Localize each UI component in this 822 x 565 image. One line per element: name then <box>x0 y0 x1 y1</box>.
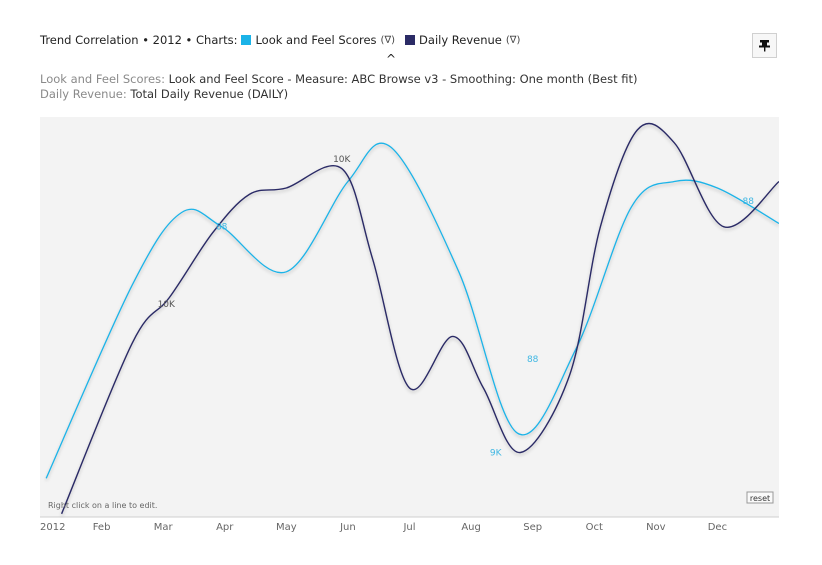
filter-icon[interactable]: (∇) <box>380 34 396 46</box>
reset-button-label: reset <box>750 494 770 503</box>
header-title: Trend Correlation • 2012 • Charts: <box>40 33 238 47</box>
reset-button[interactable]: reset <box>746 491 774 504</box>
x-tick-label: Feb <box>93 522 111 533</box>
description-key: Daily Revenue: <box>40 87 127 101</box>
pin-button[interactable] <box>752 33 777 58</box>
data-label: 9K <box>490 448 503 458</box>
x-tick-label: Oct <box>586 522 603 533</box>
description-key: Look and Feel Scores: <box>40 72 165 86</box>
legend-label-daily-revenue[interactable]: Daily Revenue <box>419 33 502 47</box>
collapse-caret-icon[interactable]: ^ <box>386 52 397 66</box>
series-line-look-and-feel[interactable] <box>45 142 780 479</box>
x-tick-label: Jul <box>402 522 415 533</box>
x-tick-label: Mar <box>154 522 174 533</box>
x-tick-label: Sep <box>523 522 542 533</box>
x-tick-label: Aug <box>461 522 481 533</box>
data-label: 88 <box>527 355 539 365</box>
x-tick-label: Nov <box>646 522 666 533</box>
x-tick-label: May <box>276 522 297 533</box>
plot-background <box>40 117 779 517</box>
description-look-and-feel: Look and Feel Scores: Look and Feel Scor… <box>40 72 638 86</box>
edit-hint: Right click on a line to edit. <box>48 501 157 510</box>
pin-icon <box>759 40 770 52</box>
series-line-daily-revenue[interactable] <box>60 122 780 515</box>
legend-swatch-look-and-feel <box>241 35 252 45</box>
x-tick-label: Dec <box>708 522 727 533</box>
description-value: Look and Feel Score - Measure: ABC Brows… <box>168 72 638 86</box>
description-value: Total Daily Revenue (DAILY) <box>130 87 289 101</box>
legend-label-look-and-feel[interactable]: Look and Feel Scores <box>255 33 377 47</box>
legend-swatch-daily-revenue <box>405 35 416 45</box>
chart-area: 2012 Feb Mar Apr May Jun Jul Aug Sep Oct Nov Dec 88 9… <box>40 117 780 537</box>
trend-chart: 2012 Feb Mar Apr May Jun Jul Aug Sep Oct Nov Dec 88 9… <box>40 117 780 533</box>
data-label: 10K <box>333 155 351 165</box>
x-tick-label: Jun <box>339 522 356 533</box>
data-label: 88 <box>216 223 228 233</box>
x-tick-label: Apr <box>216 522 234 533</box>
reset-button-frame <box>746 491 774 504</box>
description-daily-revenue: Daily Revenue: Total Daily Revenue (DAIL… <box>40 87 288 101</box>
data-label: 88 <box>742 197 754 207</box>
x-tick-label: 2012 <box>40 522 65 533</box>
chart-header: Trend Correlation • 2012 • Charts: Look … <box>40 33 526 47</box>
filter-icon[interactable]: (∇) <box>505 34 521 46</box>
data-label: 10K <box>158 300 176 310</box>
